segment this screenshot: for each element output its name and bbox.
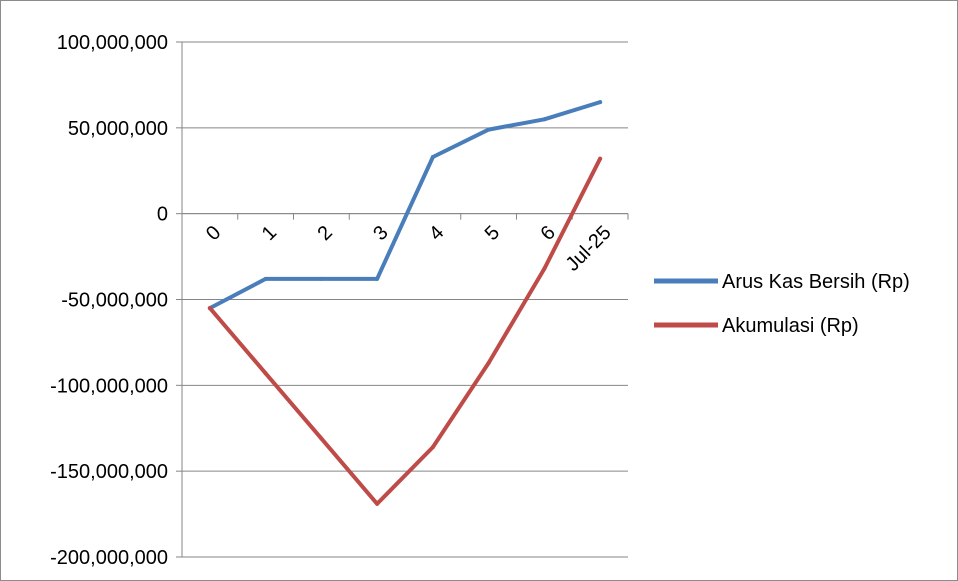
y-tick-label: 50,000,000 [68,118,168,140]
data-point [598,156,603,161]
x-tick-label: 4 [425,222,448,245]
legend: Arus Kas Bersih (Rp) Akumulasi (Rp) [654,271,910,337]
series-line [207,156,603,506]
data-point [375,501,380,506]
x-tick-label: 2 [313,222,336,245]
data-point [542,266,547,271]
x-tick-label: 0 [202,222,225,245]
x-tick-label: 5 [481,222,504,245]
y-tick-label: -200,000,000 [50,547,168,569]
data-point [542,117,547,122]
y-tick-label: -100,000,000 [50,375,168,397]
legend-label: Akumulasi (Rp) [722,315,859,337]
data-point [319,436,324,441]
gridlines [182,41,628,558]
data-point [319,276,324,281]
legend-label: Arus Kas Bersih (Rp) [722,271,910,293]
y-tick-label: -50,000,000 [61,290,168,312]
data-point [430,445,435,450]
data-point [486,127,491,132]
y-tick-label: 100,000,000 [57,32,168,54]
data-point [263,371,268,376]
data-point [207,306,212,311]
data-point [263,276,268,281]
series-line [207,100,603,311]
x-tick-label: Jul-25 [562,222,616,276]
x-tick-label: 3 [369,222,392,245]
data-point [375,276,380,281]
data-point [430,155,435,160]
data-point [598,100,603,105]
y-tick-label: -150,000,000 [50,461,168,483]
x-tick-label: 1 [258,222,281,245]
y-tick-label: 0 [157,204,168,226]
series-lines [207,100,603,506]
y-tick-labels: 100,000,000 50,000,000 0 -50,000,000 -100,00… [50,32,168,569]
data-point [486,361,491,366]
